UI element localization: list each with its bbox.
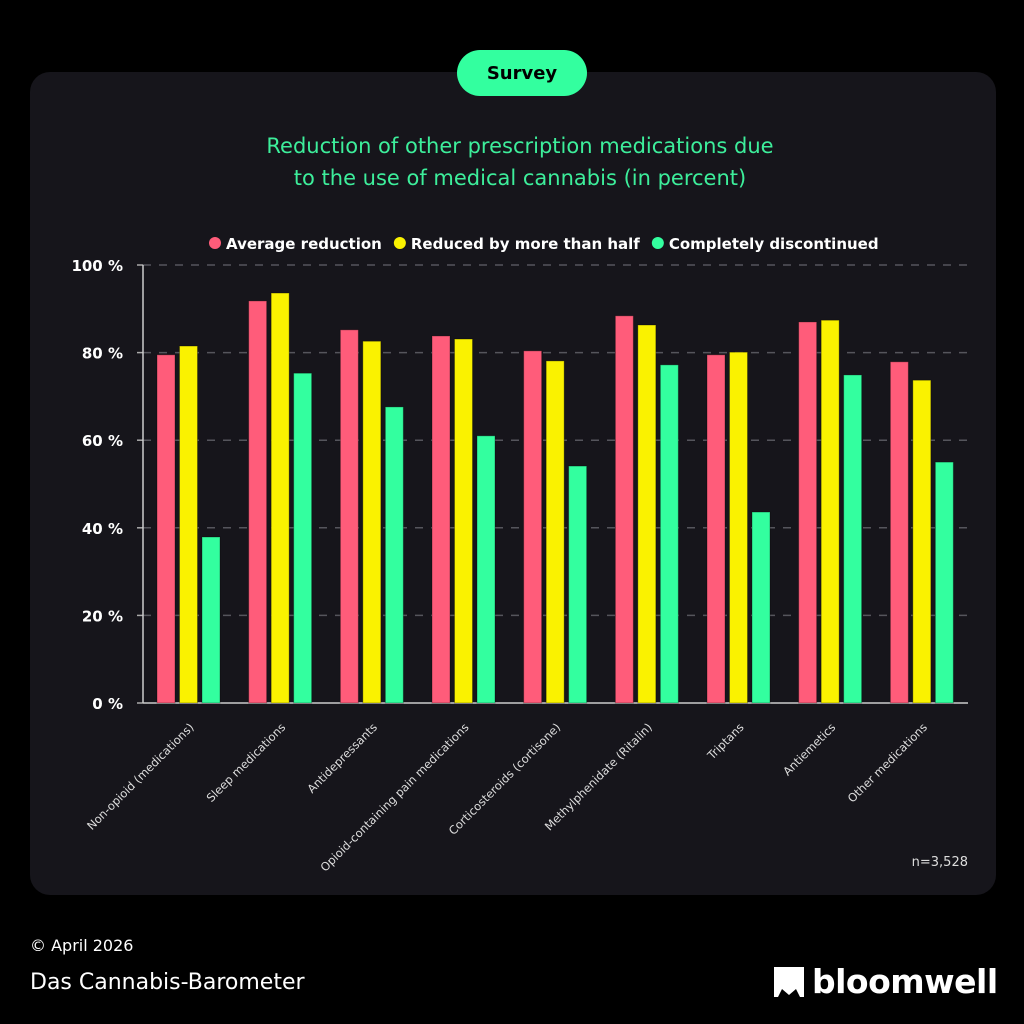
y-tick-label: 40 % <box>82 520 123 538</box>
legend-label: Completely discontinued <box>669 235 879 253</box>
x-tick-label: Methylphenidate (Ritalin) <box>542 720 655 833</box>
bloomwell-logo-icon <box>774 966 804 997</box>
bar-reduced-by-more-than-half <box>362 340 382 704</box>
title-line-1: Reduction of other prescription medicati… <box>266 134 774 158</box>
bar-completely-discontinued <box>659 364 679 704</box>
bar-average-reduction <box>248 300 268 704</box>
title-line-2: to the use of medical cannabis (in perce… <box>293 166 747 190</box>
x-tick-label: Antiemetics <box>780 720 838 778</box>
legend-label: Average reduction <box>226 235 382 253</box>
bloomwell-logo: bloomwell <box>774 962 998 1001</box>
bar-completely-discontinued <box>293 372 313 704</box>
copyright: © April 2026 <box>30 936 134 955</box>
x-tick-label: Antidepressants <box>304 720 380 796</box>
legend-label: Reduced by more than half <box>411 235 640 253</box>
bar-average-reduction <box>798 321 818 704</box>
bar-completely-discontinued <box>568 465 588 704</box>
legend-marker <box>209 237 221 249</box>
bar-average-reduction <box>614 315 634 704</box>
sample-size: n=3,528 <box>912 855 968 870</box>
bar-average-reduction <box>431 335 451 704</box>
y-tick-label: 0 % <box>92 695 123 713</box>
y-tick-label: 60 % <box>82 432 123 450</box>
bar-average-reduction <box>523 350 543 704</box>
bar-completely-discontinued <box>843 374 863 704</box>
bar-reduced-by-more-than-half <box>270 292 290 704</box>
survey-badge: Survey <box>457 50 587 96</box>
bar-reduced-by-more-than-half <box>729 351 748 704</box>
bar-completely-discontinued <box>934 461 954 704</box>
x-tick-label: Triptans <box>704 720 747 763</box>
chart-title: Reduction of other prescription medicati… <box>0 130 1024 194</box>
bar-reduced-by-more-than-half <box>637 324 657 704</box>
bar-reduced-by-more-than-half <box>545 360 565 704</box>
bar-reduced-by-more-than-half <box>912 379 932 704</box>
logo-text: bloomwell <box>812 962 998 1001</box>
x-tick-label: Other medications <box>845 720 930 805</box>
bar-average-reduction <box>339 329 359 704</box>
legend-marker <box>651 237 664 249</box>
source-name: Das Cannabis-Barometer <box>30 970 305 995</box>
bar-reduced-by-more-than-half <box>454 338 473 704</box>
y-tick-label: 100 % <box>71 257 123 275</box>
y-tick-label: 80 % <box>82 345 123 363</box>
legend-marker <box>393 237 406 249</box>
bar-average-reduction <box>706 354 726 704</box>
bar-completely-discontinued <box>384 406 404 704</box>
bar-completely-discontinued <box>751 511 771 704</box>
bar-reduced-by-more-than-half <box>179 345 198 704</box>
bar-average-reduction <box>156 354 176 704</box>
bar-average-reduction <box>889 361 909 704</box>
y-tick-label: 20 % <box>82 607 123 625</box>
x-tick-label: Sleep medications <box>204 720 289 805</box>
bar-completely-discontinued <box>476 435 496 704</box>
x-tick-label: Opioid-containing pain medications <box>317 720 471 874</box>
bar-completely-discontinued <box>201 536 221 704</box>
x-tick-label: Non-opioid (medications) <box>84 720 197 833</box>
bar-reduced-by-more-than-half <box>820 319 840 704</box>
